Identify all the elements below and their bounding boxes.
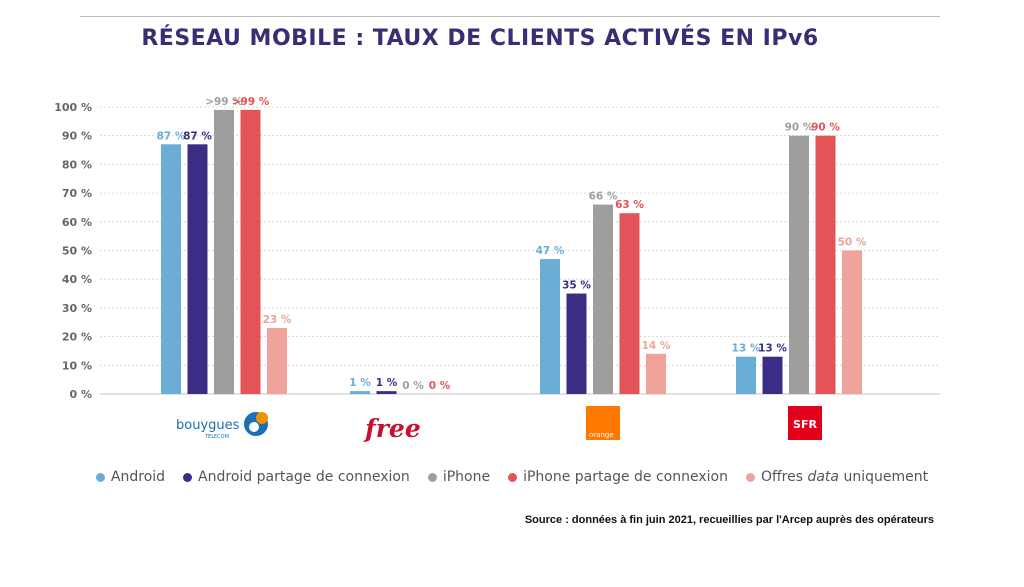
legend-item-android-partage: Android partage de connexion <box>183 469 410 485</box>
legend-dot-android-partage <box>183 472 193 482</box>
logo-sfr: SFR <box>788 406 822 440</box>
y-tick-label: 40 % <box>62 273 92 286</box>
bar <box>815 135 836 394</box>
y-axis: 0 % 10 % 20 % 30 % 40 % 50 % 60 % 70 % 80 % 90 % 1… <box>54 101 92 401</box>
y-tick-label: 100 % <box>54 101 92 114</box>
bar <box>842 250 862 394</box>
bouygues-swirl-icon <box>244 412 268 436</box>
logo-free: free <box>363 414 421 443</box>
y-tick-label: 50 % <box>62 245 92 258</box>
bar <box>646 353 666 394</box>
bar-value-label: 14 % <box>642 340 671 352</box>
bar <box>161 144 181 394</box>
y-tick-label: 20 % <box>62 331 92 344</box>
bar <box>789 135 809 394</box>
bar <box>762 356 783 394</box>
bar-value-label: 50 % <box>838 237 867 249</box>
chart: 0 % 10 % 20 % 30 % 40 % 50 % 60 % 70 % 80 % 90 % 1… <box>54 96 940 443</box>
legend-dot-iphone <box>427 472 437 482</box>
chart-title: RÉSEAU MOBILE : TAUX DE CLIENTS ACTIVÉS … <box>141 26 819 51</box>
bar <box>187 144 208 394</box>
logo-bouygues-subtext: TELECOM <box>204 434 229 440</box>
logo-orange-text: orange <box>589 431 614 439</box>
legend-dot-offres-data <box>745 472 755 482</box>
bar-labels: 87 %87 % >99 %>99 % 23 % 1 % 1 % 0 % 0 % 47 % 35… <box>157 96 867 392</box>
bar <box>214 109 234 395</box>
bar-value-label: >99 % <box>205 96 243 108</box>
bar-value-label: 87 % <box>183 130 212 142</box>
y-tick-label: 80 % <box>62 158 92 171</box>
bar-value-label: 13 % <box>758 343 787 355</box>
y-tick-label: 70 % <box>62 187 92 200</box>
bar <box>350 391 370 394</box>
y-tick-label: 60 % <box>62 216 92 229</box>
bar-value-label: 13 % <box>732 343 761 355</box>
legend-label-offres-prefix: Offres <box>760 469 808 485</box>
logo-sfr-text: SFR <box>793 418 817 431</box>
legend: Android Android partage de connexion iPh… <box>0 469 1024 485</box>
legend-label-offres-suffix: uniquement <box>839 469 929 485</box>
bar <box>540 259 560 394</box>
legend-dot-android <box>95 472 105 482</box>
legend-label-offres-italic: data <box>807 469 839 485</box>
y-tick-label: 90 % <box>62 130 92 143</box>
bar-value-label: 23 % <box>263 314 292 326</box>
logo-bouygues: bouygues TELECOM <box>176 412 268 440</box>
legend-dot-iphone-partage <box>508 472 518 482</box>
legend-label-android-partage: Android partage de connexion <box>198 469 410 485</box>
bar-value-label: 47 % <box>536 245 565 257</box>
legend-item-android: Android <box>95 469 166 485</box>
bar <box>267 327 287 394</box>
bar-value-label: 63 % <box>615 199 644 211</box>
legend-label-android: Android <box>110 469 166 485</box>
bar-value-label: 1 % <box>349 377 371 389</box>
bar-value-label: >99 % <box>232 96 270 108</box>
bar-value-label: 87 % <box>157 130 186 142</box>
y-tick-label: 0 % <box>69 388 92 401</box>
bar-value-label: 90 % <box>811 122 840 134</box>
logo-bouygues-text: bouygues <box>176 418 240 433</box>
y-tick-label: 10 % <box>62 359 92 372</box>
source-note: Source : données à fin juin 2021, recuei… <box>524 514 934 526</box>
bar <box>593 204 613 394</box>
legend-item-iphone-partage: iPhone partage de connexion <box>508 469 728 485</box>
legend-item-offres-data: Offres data uniquement <box>745 469 928 485</box>
bar <box>240 109 261 395</box>
bar-value-label: 66 % <box>589 191 618 203</box>
top-rule <box>80 16 940 17</box>
legend-label-offres-data: Offres data uniquement <box>761 469 928 485</box>
logo-orange: orange <box>586 406 620 440</box>
bar-value-label: 35 % <box>562 280 591 292</box>
orange-square-icon <box>586 406 620 440</box>
bar-value-label: 0 % <box>429 380 451 392</box>
bar <box>619 213 640 394</box>
bars <box>161 109 862 395</box>
y-tick-label: 30 % <box>62 302 92 315</box>
legend-label-iphone: iPhone <box>442 469 491 485</box>
legend-label-iphone-partage: iPhone partage de connexion <box>523 469 728 485</box>
bar-value-label: 0 % <box>402 380 424 392</box>
bar <box>566 293 587 394</box>
bar-value-label: 90 % <box>785 122 814 134</box>
bar <box>376 391 397 394</box>
legend-item-iphone: iPhone <box>427 469 491 485</box>
bar-value-label: 1 % <box>376 377 398 389</box>
bar <box>736 356 756 394</box>
sfr-square-icon <box>788 406 822 440</box>
